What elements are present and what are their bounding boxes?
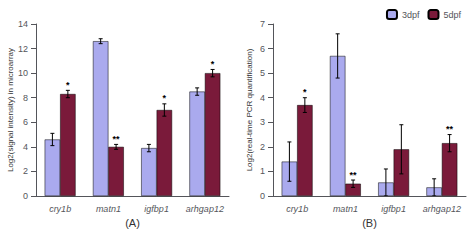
svg-text:5: 5 xyxy=(260,68,265,78)
svg-text:arhgap12: arhgap12 xyxy=(423,204,461,214)
svg-text:(B): (B) xyxy=(362,217,377,229)
svg-text:5dpf: 5dpf xyxy=(443,10,461,20)
svg-text:6: 6 xyxy=(23,117,28,127)
svg-text:matn1: matn1 xyxy=(96,204,121,214)
svg-text:**: ** xyxy=(446,124,454,134)
svg-text:4: 4 xyxy=(260,93,265,103)
svg-text:**: ** xyxy=(113,134,121,144)
svg-text:14: 14 xyxy=(18,19,28,29)
svg-text:*: * xyxy=(163,93,167,103)
svg-text:*: * xyxy=(66,80,70,90)
svg-text:Log2(real-time PCR quantificat: Log2(real-time PCR quantification) xyxy=(245,48,254,171)
svg-text:2: 2 xyxy=(260,142,265,152)
svg-text:*: * xyxy=(303,87,307,97)
svg-text:7: 7 xyxy=(260,19,265,29)
svg-text:cry1b: cry1b xyxy=(286,204,308,214)
svg-text:0: 0 xyxy=(23,191,28,201)
svg-text:3dpf: 3dpf xyxy=(402,10,420,20)
svg-text:1: 1 xyxy=(260,166,265,176)
svg-text:(A): (A) xyxy=(125,217,140,229)
svg-text:**: ** xyxy=(350,170,358,180)
svg-text:10: 10 xyxy=(18,68,28,78)
svg-text:0: 0 xyxy=(260,191,265,201)
svg-text:arhgap12: arhgap12 xyxy=(186,204,224,214)
svg-text:12: 12 xyxy=(18,44,28,54)
svg-text:8: 8 xyxy=(23,93,28,103)
svg-text:matn1: matn1 xyxy=(333,204,358,214)
svg-text:Log2(signal intensity) in micr: Log2(signal intensity) in microarray xyxy=(6,48,15,172)
svg-text:2: 2 xyxy=(23,166,28,176)
svg-text:igfbp1: igfbp1 xyxy=(144,204,169,214)
svg-text:igfbp1: igfbp1 xyxy=(381,204,406,214)
svg-text:cry1b: cry1b xyxy=(49,204,71,214)
svg-text:4: 4 xyxy=(23,142,28,152)
svg-text:3: 3 xyxy=(260,117,265,127)
svg-text:*: * xyxy=(211,59,215,69)
svg-text:6: 6 xyxy=(260,44,265,54)
